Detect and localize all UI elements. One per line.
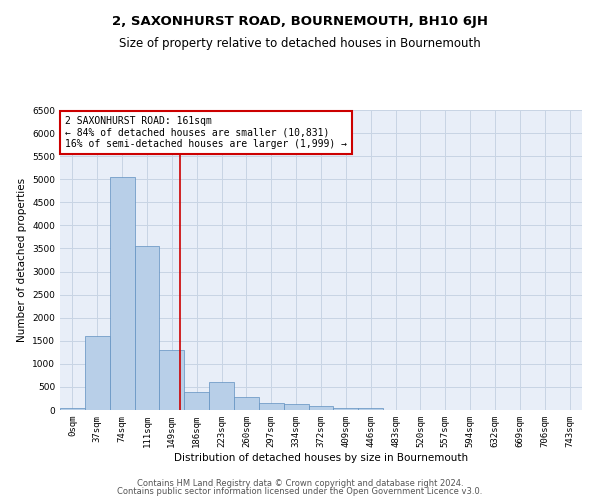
X-axis label: Distribution of detached houses by size in Bournemouth: Distribution of detached houses by size …: [174, 452, 468, 462]
Text: Contains HM Land Registry data © Crown copyright and database right 2024.: Contains HM Land Registry data © Crown c…: [137, 478, 463, 488]
Bar: [234, 397, 259, 410]
Bar: [184, 392, 209, 410]
Bar: [358, 408, 383, 410]
Y-axis label: Number of detached properties: Number of detached properties: [17, 178, 26, 342]
Bar: [284, 404, 308, 410]
Bar: [160, 350, 184, 410]
Bar: [209, 382, 234, 410]
Text: Size of property relative to detached houses in Bournemouth: Size of property relative to detached ho…: [119, 38, 481, 51]
Text: 2 SAXONHURST ROAD: 161sqm
← 84% of detached houses are smaller (10,831)
16% of s: 2 SAXONHURST ROAD: 161sqm ← 84% of detac…: [65, 116, 347, 149]
Text: 2, SAXONHURST ROAD, BOURNEMOUTH, BH10 6JH: 2, SAXONHURST ROAD, BOURNEMOUTH, BH10 6J…: [112, 15, 488, 28]
Bar: [85, 336, 110, 410]
Text: Contains public sector information licensed under the Open Government Licence v3: Contains public sector information licen…: [118, 487, 482, 496]
Bar: [334, 408, 358, 410]
Bar: [60, 408, 85, 410]
Bar: [259, 403, 284, 410]
Bar: [110, 177, 134, 410]
Bar: [134, 246, 160, 410]
Bar: [308, 406, 334, 410]
